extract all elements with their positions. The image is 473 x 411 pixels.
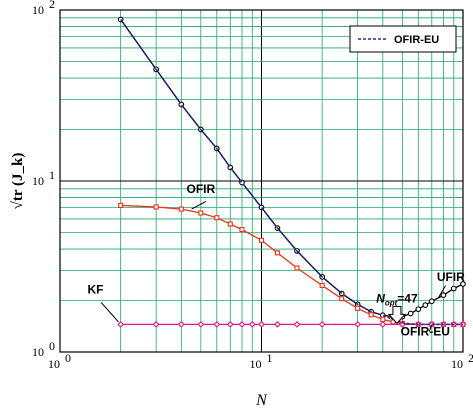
annotation-n: Nopt=47: [376, 291, 418, 307]
legend: OFIR-EU: [349, 25, 457, 53]
ufir-leader: [437, 285, 447, 299]
point-kf: [293, 321, 301, 328]
point-kf: [238, 321, 246, 328]
point-ofir: [118, 202, 124, 208]
y-tick-label: 10: [32, 345, 44, 359]
point-ufir: [422, 302, 429, 308]
point-ufir: [450, 285, 457, 292]
x-tick-label: 10: [48, 357, 60, 371]
point-kf: [117, 321, 125, 328]
y-tick-exponent: 1: [49, 168, 55, 182]
point-ofir: [258, 237, 265, 243]
point-ofir: [198, 210, 204, 216]
series-line-ufir: [120, 19, 464, 318]
point-ufir: [460, 281, 466, 287]
point-ofir: [274, 250, 281, 256]
point-ofir: [178, 206, 184, 212]
y-axis-label: √tr (J_k): [10, 153, 26, 210]
annotation-kf: KF: [87, 282, 103, 296]
y-tick-exponent: 2: [49, 0, 55, 11]
x-tick-exponent: 2: [468, 351, 473, 365]
series-layer: [117, 16, 467, 328]
point-ofir: [368, 312, 374, 318]
point-ofir: [239, 227, 245, 233]
point-ofir: [227, 221, 233, 227]
x-tick-exponent: 1: [267, 351, 273, 365]
annotation-ufir: UFIR: [437, 270, 465, 284]
point-kf: [177, 321, 185, 328]
point-ofir: [339, 296, 345, 302]
point-ofir: [319, 282, 325, 289]
ofir-leader: [191, 200, 207, 210]
point-ofir: [380, 316, 386, 323]
series-ofir: [118, 202, 466, 327]
annotation-ofir: OFIR: [187, 182, 216, 196]
series-ofir-eu: [120, 19, 463, 326]
ofir-eu-leader: [428, 324, 433, 332]
point-ufir: [428, 298, 435, 305]
x-tick-exponent: 0: [65, 351, 71, 365]
series-ufir: [117, 16, 466, 320]
y-tick-label: 10: [32, 174, 44, 188]
series-line-ofir: [120, 204, 463, 326]
point-kf: [248, 321, 256, 328]
point-ufir: [415, 306, 422, 313]
point-ofir: [214, 215, 220, 221]
point-kf: [152, 321, 160, 328]
point-kf: [258, 321, 265, 328]
point-kf: [197, 321, 205, 328]
point-kf: [318, 321, 326, 328]
annotation-layer: OFIR KF UFIR OFIR-EU Nopt=47: [87, 182, 465, 338]
point-kf: [274, 321, 281, 328]
y-tick-exponent: 0: [49, 339, 55, 353]
y-tick-label: 10: [32, 3, 44, 17]
point-ufir: [407, 310, 414, 317]
x-tick-label: 10: [451, 357, 463, 371]
optimum-arrow-icon: [387, 305, 407, 325]
kf-leader: [100, 302, 119, 323]
point-kf: [226, 321, 234, 328]
plot-frame: [59, 9, 464, 353]
point-kf: [213, 321, 221, 328]
x-axis-label: N: [255, 392, 268, 409]
legend-box: [349, 25, 457, 53]
annotation-ofir-eu: OFIR-EU: [401, 324, 450, 338]
point-ofir: [153, 204, 159, 210]
x-tick-label: 10: [250, 357, 262, 371]
axis-layer: 10 0 10 1 10 2 10 0 10 1 10 2 N √tr (J_k): [10, 0, 473, 409]
point-kf: [379, 321, 387, 328]
legend-label: OFIR-EU: [394, 34, 439, 46]
point-ofir: [355, 305, 361, 311]
series-line-ofir-eu: [120, 19, 463, 326]
point-ufir: [440, 292, 447, 299]
point-ofir: [294, 265, 300, 271]
point-kf: [354, 321, 362, 328]
